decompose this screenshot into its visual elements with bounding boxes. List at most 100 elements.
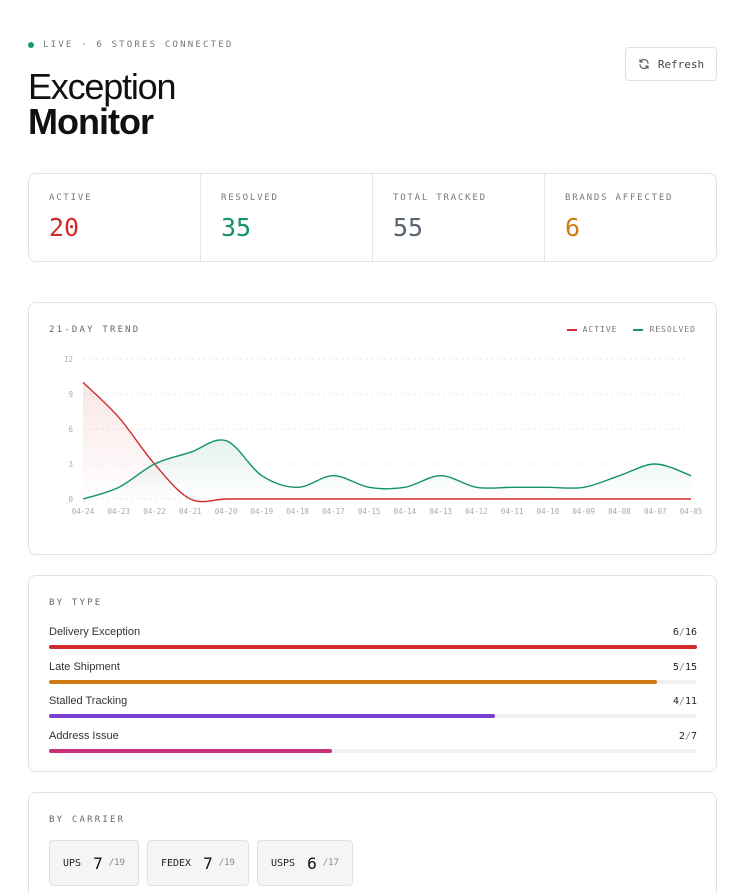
type-count-divider: / bbox=[678, 696, 685, 707]
carrier-name: FEDEX bbox=[160, 857, 192, 869]
page-title-line2: Monitor bbox=[28, 101, 154, 142]
type-progress-track bbox=[49, 714, 697, 718]
x-tick-label: 04-18 bbox=[286, 507, 309, 516]
stat-resolved: RESOLVED 35 bbox=[201, 174, 373, 261]
by-carrier-title: BY CARRIER bbox=[49, 815, 126, 825]
trend-chart-title: 21-DAY TREND bbox=[49, 325, 141, 335]
trend-chart-card: 21-DAY TREND ACTIVE RESOLVED 12 9 6 3 0 04-24… bbox=[28, 302, 717, 555]
type-count-divider: / bbox=[678, 662, 685, 673]
stat-total-tracked-label: TOTAL TRACKED bbox=[393, 193, 487, 203]
x-tick-label: 04-22 bbox=[143, 507, 166, 516]
type-count-value: 5 bbox=[672, 662, 679, 673]
legend-label-resolved: RESOLVED bbox=[649, 325, 696, 334]
by-carrier-card: BY CARRIER UPS 7 /19 FEDEX 7 /19 USPS 6 … bbox=[28, 792, 717, 893]
carrier-count: 6 bbox=[307, 853, 317, 873]
carrier-count: 7 bbox=[93, 853, 103, 873]
type-progress-fill bbox=[49, 645, 697, 649]
x-tick-label: 04-15 bbox=[358, 507, 381, 516]
type-count: 4/11 bbox=[673, 696, 697, 707]
x-tick-label: 04-14 bbox=[394, 507, 417, 516]
x-tick-label: 04-07 bbox=[644, 507, 667, 516]
stats-summary-card: ACTIVE 20 RESOLVED 35 TOTAL TRACKED 55 B… bbox=[28, 173, 717, 262]
carrier-total: /19 bbox=[108, 858, 125, 868]
live-status: LIVE · 6 STORES CONNECTED bbox=[28, 40, 233, 50]
type-count-total: 16 bbox=[684, 627, 697, 638]
x-tick-label: 04-24 bbox=[72, 507, 95, 516]
legend-item-resolved: RESOLVED bbox=[633, 325, 696, 334]
type-name: Address Issue bbox=[49, 730, 119, 742]
legend-swatch-active bbox=[566, 328, 577, 331]
type-count-total: 15 bbox=[684, 662, 697, 673]
x-tick-label: 04-09 bbox=[572, 507, 595, 516]
carrier-chip-fedex[interactable]: FEDEX 7 /19 bbox=[146, 840, 249, 886]
x-tick-label: 04-08 bbox=[608, 507, 631, 516]
x-tick-label: 04-10 bbox=[537, 507, 560, 516]
type-progress-track bbox=[49, 749, 697, 753]
stat-resolved-value: 35 bbox=[221, 213, 252, 242]
by-type-card: BY TYPE Delivery Exception 6/16 Late Shi… bbox=[28, 575, 717, 772]
type-count-value: 2 bbox=[678, 731, 685, 742]
type-count-total: 11 bbox=[684, 696, 697, 707]
type-count-total: 7 bbox=[690, 731, 697, 742]
carrier-chip-usps[interactable]: USPS 6 /17 bbox=[256, 840, 353, 886]
trend-chart: 12 9 6 3 0 04-24 04-23 04-22 04-21 04-20 04-19 04-1… bbox=[64, 355, 703, 516]
type-progress-fill bbox=[49, 749, 333, 753]
refresh-icon bbox=[639, 58, 649, 70]
live-indicator-dot bbox=[28, 42, 34, 48]
y-tick-label: 3 bbox=[68, 460, 73, 469]
stat-total-tracked: TOTAL TRACKED 55 bbox=[373, 174, 545, 261]
x-tick-label: 04-17 bbox=[322, 507, 345, 516]
x-tick-label: 04-21 bbox=[179, 507, 202, 516]
legend-item-active: ACTIVE bbox=[566, 325, 618, 334]
stat-active: ACTIVE 20 bbox=[29, 174, 201, 261]
series-area-resolved bbox=[83, 439, 691, 499]
by-type-title: BY TYPE bbox=[49, 598, 103, 608]
y-tick-label: 12 bbox=[64, 355, 73, 364]
x-tick-label: 04-11 bbox=[501, 507, 524, 516]
type-progress-track bbox=[49, 680, 697, 684]
stat-brands-affected-value: 6 bbox=[565, 213, 581, 242]
carrier-name: UPS bbox=[63, 857, 82, 869]
refresh-button-label: Refresh bbox=[657, 57, 705, 71]
carrier-name: USPS bbox=[270, 857, 296, 869]
x-tick-label: 04-19 bbox=[251, 507, 274, 516]
type-count-value: 4 bbox=[672, 696, 679, 707]
stat-resolved-label: RESOLVED bbox=[221, 193, 279, 203]
type-name: Stalled Tracking bbox=[49, 695, 128, 707]
y-tick-label: 0 bbox=[68, 495, 73, 504]
type-count-divider: / bbox=[684, 731, 691, 742]
legend-label-active: ACTIVE bbox=[582, 325, 618, 334]
x-tick-label: 04-05 bbox=[680, 507, 703, 516]
type-progress-fill bbox=[49, 680, 658, 684]
carrier-count: 7 bbox=[203, 853, 213, 873]
legend-swatch-resolved bbox=[633, 328, 644, 331]
type-count: 2/7 bbox=[679, 731, 697, 742]
x-tick-label: 04-23 bbox=[107, 507, 130, 516]
type-count-divider: / bbox=[678, 627, 685, 638]
stat-active-value: 20 bbox=[49, 213, 80, 242]
type-name: Late Shipment bbox=[49, 661, 120, 673]
carrier-chip-list: UPS 7 /19 FEDEX 7 /19 USPS 6 /17 bbox=[49, 840, 361, 886]
stat-brands-affected-label: BRANDS AFFECTED bbox=[565, 193, 674, 203]
stat-active-label: ACTIVE bbox=[49, 193, 93, 203]
stat-brands-affected: BRANDS AFFECTED 6 bbox=[545, 174, 716, 261]
y-tick-label: 6 bbox=[68, 425, 73, 434]
x-tick-label: 04-12 bbox=[465, 507, 488, 516]
y-tick-label: 9 bbox=[68, 390, 73, 399]
carrier-chip-ups[interactable]: UPS 7 /19 bbox=[49, 840, 139, 886]
type-progress-track bbox=[49, 645, 697, 649]
stat-total-tracked-value: 55 bbox=[393, 213, 424, 242]
series-line-resolved bbox=[82, 439, 692, 500]
x-tick-label: 04-13 bbox=[429, 507, 452, 516]
type-count: 6/16 bbox=[673, 627, 697, 638]
x-tick-label: 04-20 bbox=[215, 507, 238, 516]
carrier-total: /19 bbox=[218, 858, 235, 868]
page-title-line1: Exception bbox=[28, 66, 177, 107]
type-count: 5/15 bbox=[673, 662, 697, 673]
trend-legend: ACTIVE RESOLVED bbox=[551, 325, 696, 334]
refresh-button[interactable]: Refresh bbox=[625, 47, 717, 81]
type-count-value: 6 bbox=[672, 627, 679, 638]
live-status-text: LIVE · 6 STORES CONNECTED bbox=[43, 40, 234, 50]
carrier-total: /17 bbox=[322, 858, 339, 868]
type-progress-fill bbox=[49, 714, 495, 718]
